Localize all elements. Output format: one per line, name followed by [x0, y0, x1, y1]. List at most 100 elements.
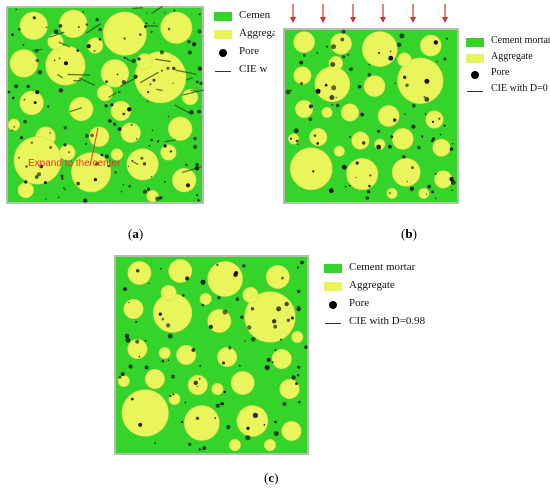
pore: [166, 323, 171, 328]
pore: [368, 64, 370, 66]
pore: [296, 374, 300, 377]
pore: [326, 45, 329, 48]
pore: [368, 184, 371, 188]
caption-c: (c): [264, 470, 279, 485]
pore: [216, 263, 219, 267]
pore: [396, 42, 402, 48]
pore: [281, 276, 284, 280]
crack: [181, 166, 202, 174]
aggregate-particle: [158, 346, 171, 360]
panel-a: Expand to the center: [6, 6, 204, 204]
pore: [389, 50, 392, 53]
pore: [405, 83, 409, 87]
aggregate-particle: [160, 11, 193, 44]
pore: [95, 162, 99, 166]
aggregate-particle: [160, 284, 177, 302]
pore: [304, 345, 308, 349]
pore: [158, 312, 162, 316]
pore: [404, 113, 406, 115]
pore: [144, 339, 147, 342]
pore: [90, 133, 94, 138]
annotation-arrow: [89, 127, 99, 167]
pore: [169, 150, 173, 153]
pore: [214, 417, 217, 419]
crack: [67, 73, 91, 76]
legend-c-aggregate: Aggregate: [324, 280, 444, 294]
pore: [308, 117, 313, 122]
pore: [366, 190, 371, 194]
aggregate-particle: [434, 170, 453, 189]
pore: [86, 44, 91, 49]
pore: [342, 55, 346, 59]
aggregate-particle: [110, 148, 124, 161]
aggregate-particle: [19, 90, 44, 116]
pore: [316, 142, 319, 145]
pore: [328, 188, 334, 194]
pore: [449, 147, 454, 151]
pore: [77, 26, 80, 28]
aggregate-particle: [123, 298, 144, 320]
aggregate-particle: [13, 136, 62, 185]
pore: [137, 57, 141, 61]
aggregate-particle: [17, 181, 34, 199]
pore: [289, 137, 293, 140]
pore: [12, 96, 15, 100]
aggregate-particle: [391, 128, 414, 150]
aggregate-particle: [397, 57, 444, 104]
pore: [95, 18, 99, 22]
pore: [160, 267, 162, 270]
pore: [169, 394, 172, 398]
pore: [196, 194, 199, 197]
pore: [171, 374, 175, 379]
crack: [124, 56, 135, 64]
pore: [23, 119, 27, 124]
pore: [394, 82, 396, 84]
pore: [15, 8, 17, 11]
pore: [452, 143, 454, 145]
pore: [125, 337, 131, 343]
crack: [151, 6, 164, 14]
pore: [149, 83, 152, 86]
pore: [142, 162, 147, 166]
pore: [215, 403, 220, 408]
pore: [195, 163, 199, 167]
pore: [128, 184, 131, 188]
pore: [450, 180, 456, 185]
pore: [53, 59, 56, 61]
pore: [217, 296, 221, 300]
aggregate-particle: [391, 157, 421, 187]
pore: [146, 187, 151, 191]
pore: [61, 177, 64, 180]
pore: [411, 103, 416, 108]
aggregate-particle: [59, 144, 76, 161]
pore: [297, 143, 299, 145]
pore: [289, 89, 292, 92]
legend-a-pore: Pore: [214, 46, 275, 60]
pore: [297, 289, 301, 294]
pore: [331, 44, 336, 50]
pore: [377, 51, 381, 55]
pore: [427, 184, 431, 189]
pore: [30, 141, 33, 144]
aggregate-particle: [228, 438, 241, 452]
pore: [64, 188, 67, 191]
crack: [182, 89, 204, 96]
pore: [58, 24, 63, 28]
pore: [222, 361, 225, 365]
pore: [172, 82, 174, 84]
aggregate-particle: [361, 31, 398, 67]
pore: [399, 33, 405, 39]
pore: [49, 132, 51, 134]
pore: [98, 27, 102, 32]
pore: [411, 124, 416, 129]
pore: [341, 164, 347, 170]
pore: [245, 435, 251, 441]
aggregate-particle: [144, 368, 165, 390]
pore: [315, 88, 321, 94]
pore: [161, 359, 165, 363]
aggregate-particle: [289, 147, 333, 191]
pore: [431, 137, 436, 141]
pore: [122, 112, 126, 116]
aggregate-particle: [207, 261, 243, 297]
pore: [251, 337, 256, 342]
